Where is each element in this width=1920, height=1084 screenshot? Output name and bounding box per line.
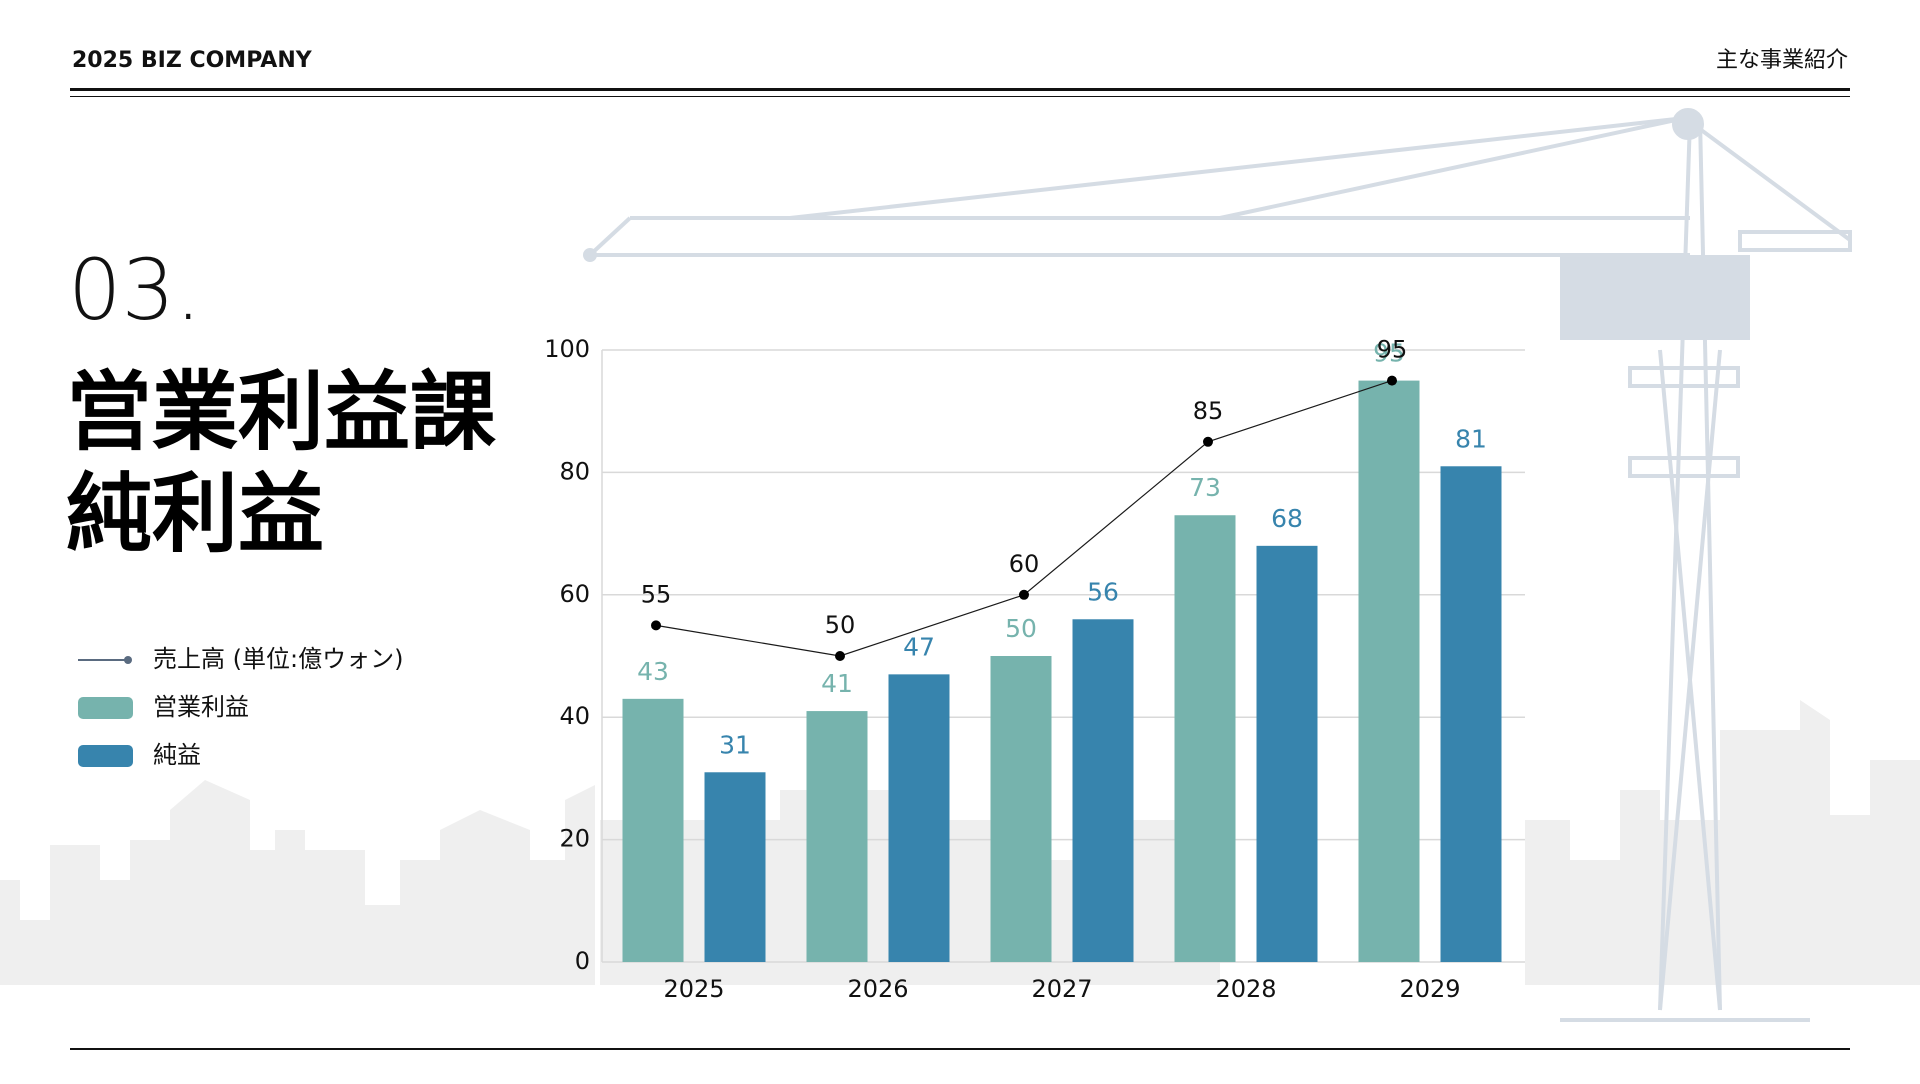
y-tick-label: 0: [575, 947, 590, 975]
background-crane: [583, 108, 1852, 1022]
data-label: 56: [1087, 577, 1119, 606]
data-label: 85: [1193, 397, 1224, 425]
data-label: 43: [637, 657, 669, 686]
header-left: 2025 BIZ COMPANY: [72, 48, 313, 73]
x-tick-label: 2029: [1399, 975, 1460, 1003]
bar: [1358, 380, 1420, 963]
data-label: 55: [641, 580, 672, 608]
bar: [806, 711, 868, 962]
x-tick-label: 2026: [847, 975, 908, 1003]
footer-rule: [70, 1048, 1850, 1050]
bar: [1440, 466, 1502, 962]
legend-label: 売上高 (単位:億ウォン): [153, 645, 403, 673]
background-skyline: [0, 700, 1920, 985]
bar: [622, 698, 684, 962]
data-label: 50: [1005, 614, 1037, 643]
line-point: [835, 651, 845, 661]
legend-label: 営業利益: [153, 693, 249, 721]
y-tick-label: 80: [559, 457, 590, 485]
section-title: 営業利益課: [66, 362, 496, 462]
x-tick-label: 2028: [1215, 975, 1276, 1003]
x-tick-label: 2025: [663, 975, 724, 1003]
data-label: 73: [1189, 473, 1221, 502]
data-label: 47: [903, 632, 935, 661]
data-label: 95: [1373, 339, 1405, 368]
data-label: 68: [1271, 504, 1303, 533]
line-point: [1387, 375, 1397, 386]
line-point: [651, 620, 661, 631]
line-point: [1203, 436, 1213, 447]
bar: [1174, 515, 1236, 962]
data-label: 41: [821, 669, 853, 698]
data-label: 31: [719, 730, 751, 759]
bar: [1072, 619, 1134, 962]
bar: [888, 674, 950, 962]
bar: [990, 656, 1052, 962]
line-point: [1019, 589, 1029, 600]
chart: 0 20 40 60 80 100 2025 2026 2027 2028 2029 43 41 50 73…: [544, 335, 1525, 1003]
skyline-left: [0, 780, 595, 985]
bar: [1256, 545, 1318, 962]
skyline-right: [1525, 700, 1920, 985]
y-tick-label: 100: [544, 335, 590, 363]
header-rule: [70, 88, 1850, 91]
y-tick-label: 20: [559, 825, 590, 853]
legend-label: 純益: [153, 741, 201, 769]
data-label: 60: [1009, 550, 1040, 578]
header-rule: [70, 96, 1850, 97]
section-title: 純利益: [66, 464, 324, 564]
bar: [704, 772, 766, 962]
header: 2025 BIZ COMPANY 主な事業紹介: [70, 48, 1850, 1050]
y-tick-label: 60: [559, 580, 590, 608]
x-tick-label: 2027: [1031, 975, 1092, 1003]
section-number: 03.: [68, 241, 202, 339]
header-right: 主な事業紹介: [1716, 48, 1848, 73]
data-label: 50: [825, 611, 856, 639]
legend-swatch: [124, 656, 132, 664]
data-label: 95: [1377, 336, 1408, 364]
data-label: 81: [1455, 424, 1487, 453]
y-tick-label: 40: [559, 702, 590, 730]
legend-swatch: [78, 745, 133, 767]
legend-swatch: [78, 697, 133, 719]
